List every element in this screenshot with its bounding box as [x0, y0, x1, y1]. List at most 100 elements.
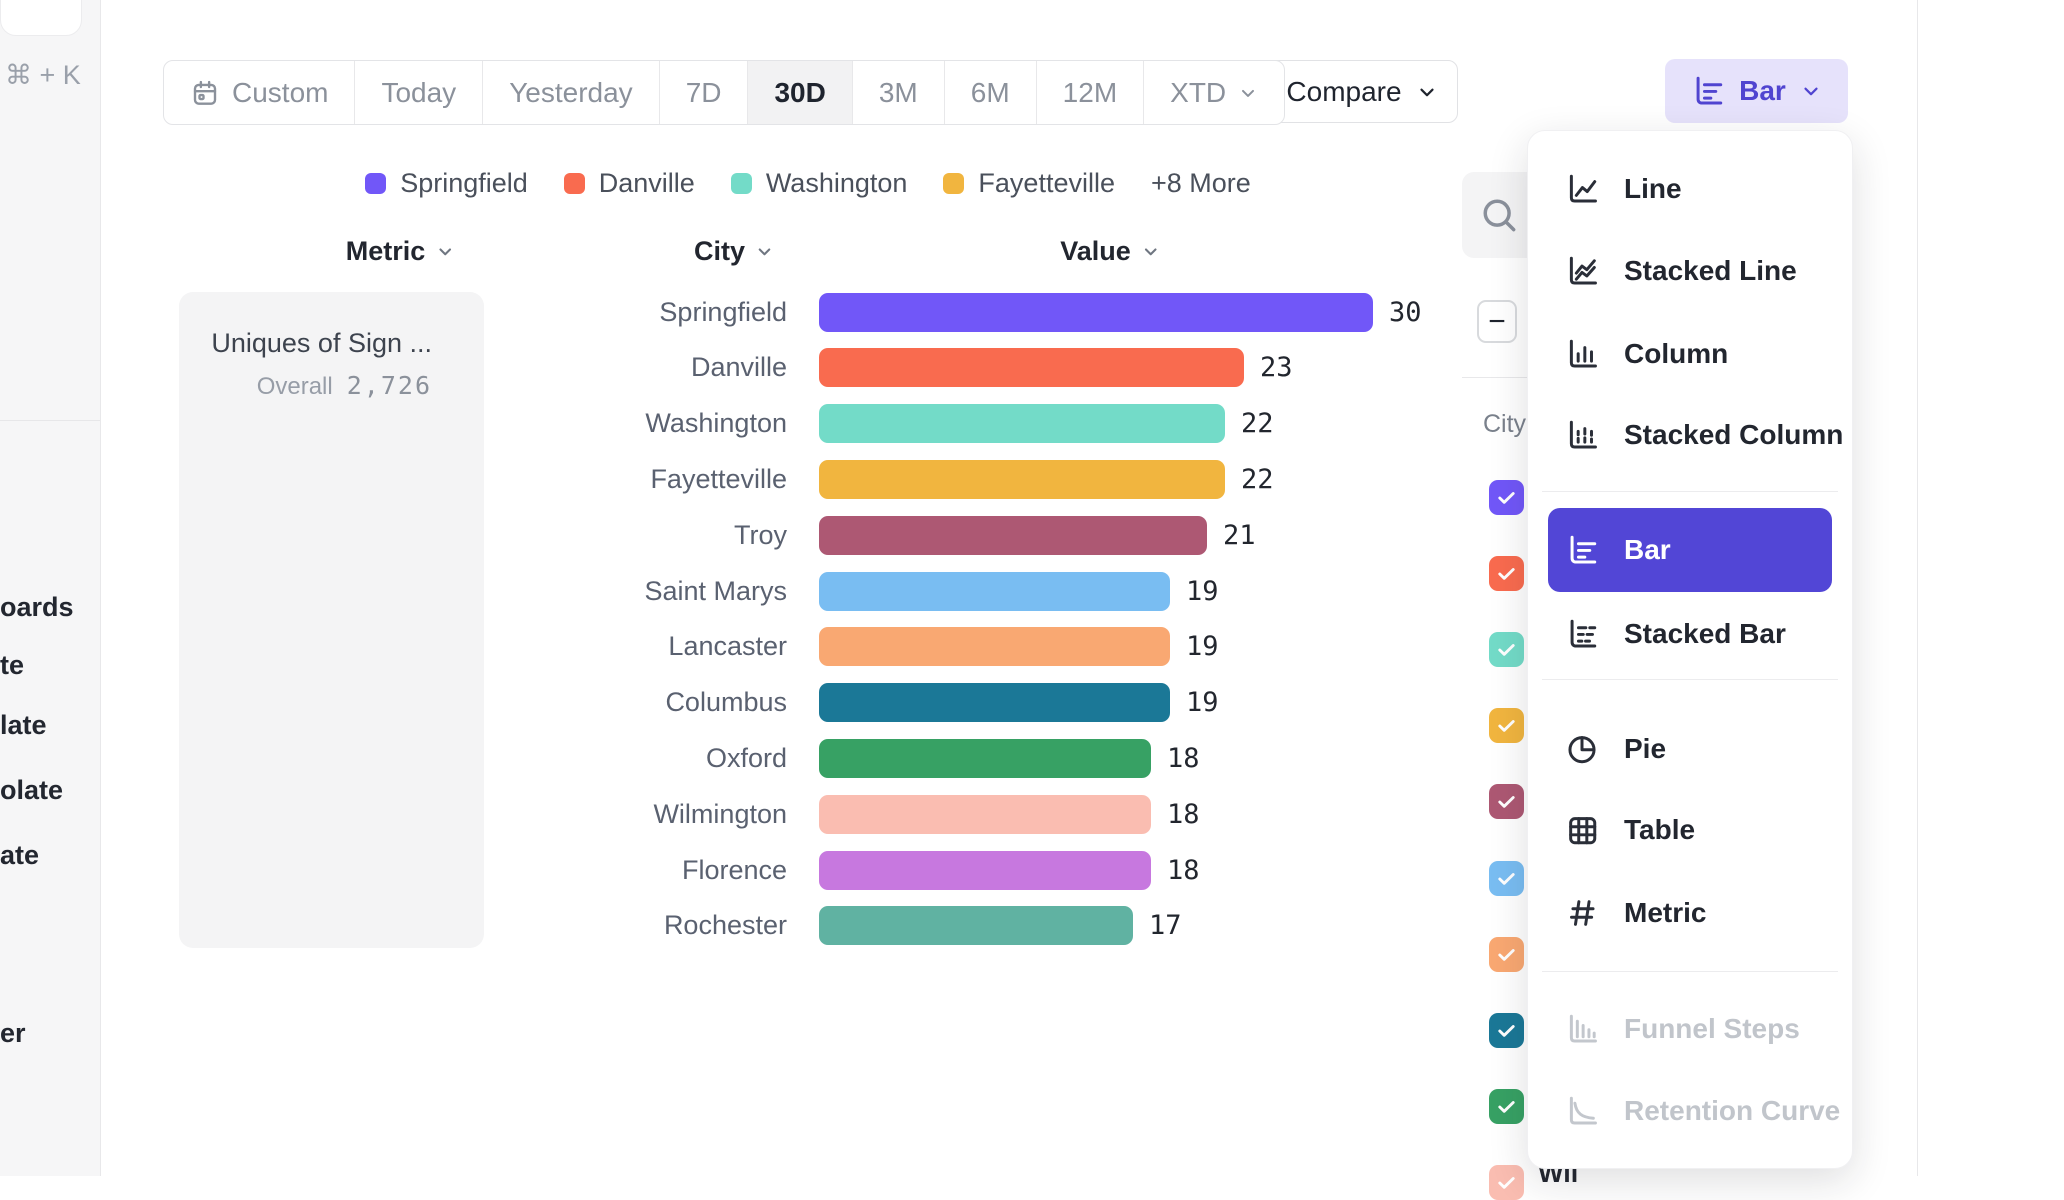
menu-item-stacked-column[interactable]: Stacked Column [1528, 403, 1852, 467]
legend-label: Springfield [400, 168, 528, 198]
date-range-yesterday[interactable]: Yesterday [482, 61, 659, 124]
sidebar-nav-item-fragment[interactable]: er [0, 1018, 26, 1048]
series-checkbox[interactable] [1489, 708, 1524, 744]
menu-item-label: Table [1624, 814, 1696, 845]
series-checkbox[interactable] [1489, 860, 1524, 896]
rail-divider [1462, 377, 1542, 378]
legend-more-button[interactable]: +8 More [1150, 168, 1251, 198]
check-icon [1495, 943, 1518, 966]
bar-segment[interactable] [819, 794, 1151, 834]
menu-item-pie[interactable]: Pie [1528, 717, 1852, 781]
bar-segment[interactable] [819, 459, 1225, 499]
category-label: Columbus [665, 687, 787, 718]
bar-segment[interactable] [819, 404, 1225, 444]
date-range-30d[interactable]: 30D [747, 61, 852, 124]
menu-item-metric[interactable]: Metric [1528, 881, 1852, 945]
check-icon [1495, 790, 1518, 813]
date-range-6m[interactable]: 6M [943, 61, 1036, 124]
sidebar-nav-item-fragment[interactable]: ate [0, 840, 40, 870]
bar-segment[interactable] [819, 738, 1151, 778]
chart-type-button[interactable]: Bar [1665, 59, 1848, 123]
legend-item[interactable]: Springfield [365, 168, 528, 199]
date-range-today[interactable]: Today [354, 61, 482, 124]
check-icon [1495, 1019, 1518, 1042]
date-range-7d[interactable]: 7D [658, 61, 748, 124]
date-range-custom[interactable]: Custom [164, 61, 354, 124]
category-label: Saint Marys [644, 575, 787, 606]
bar-segment[interactable] [819, 348, 1244, 388]
series-checkbox[interactable] [1489, 479, 1524, 515]
series-checkbox[interactable] [1489, 1165, 1524, 1200]
bar-segment[interactable] [819, 292, 1373, 332]
compare-button[interactable]: Compare [1266, 60, 1458, 123]
menu-item-column[interactable]: Column [1528, 322, 1852, 386]
menu-item-retention-curve: Retention Curve [1528, 1079, 1852, 1143]
menu-item-line[interactable]: Line [1528, 157, 1852, 221]
chevron-down-icon [755, 242, 774, 261]
menu-item-table[interactable]: Table [1528, 798, 1852, 862]
legend-item[interactable]: Fayetteville [943, 168, 1115, 199]
sidebar-nav-item-fragment[interactable]: late [0, 710, 47, 740]
category-label: Florence [681, 854, 787, 885]
series-checkbox[interactable] [1489, 1089, 1524, 1125]
sidebar-search-box[interactable] [0, 0, 82, 36]
series-checkbox[interactable] [1489, 631, 1524, 667]
date-range-xtd[interactable]: XTD [1143, 61, 1284, 124]
chart-row-fayetteville: Fayetteville 22 [560, 459, 1274, 499]
menu-item-stacked-line[interactable]: Stacked Line [1528, 239, 1852, 303]
value-label: 22 [1241, 463, 1274, 495]
metric-column-header[interactable]: Metric [346, 236, 455, 267]
left-sidebar: ⌘ + K oards te late olate ate er [0, 0, 101, 1176]
collapse-button[interactable]: − [1477, 300, 1517, 343]
check-icon [1495, 486, 1518, 509]
chevron-down-icon [1416, 81, 1438, 103]
value-header-label: Value [1060, 236, 1131, 266]
menu-item-label: Column [1624, 338, 1729, 369]
menu-item-bar[interactable]: Bar [1548, 508, 1832, 592]
value-column-header[interactable]: Value [1060, 236, 1160, 267]
legend-item[interactable]: Washington [730, 168, 907, 199]
bar-chart-icon [1691, 74, 1725, 108]
bar-segment[interactable] [819, 850, 1151, 890]
metric-card-title: Uniques of Sign ... [211, 328, 432, 358]
chevron-down-icon [435, 242, 454, 261]
value-label: 18 [1167, 742, 1200, 774]
sidebar-nav-item-fragment[interactable]: oards [0, 592, 74, 622]
category-label: Troy [734, 519, 787, 550]
bar-segment[interactable] [819, 571, 1170, 611]
series-checkbox[interactable] [1489, 936, 1524, 972]
chart-row-springfield: Springfield 30 [560, 292, 1422, 332]
category-label: Rochester [663, 910, 787, 941]
metric-card[interactable]: Uniques of Sign ... Overall 2,726 [179, 292, 484, 948]
bar-chart-icon [1564, 532, 1600, 568]
chart-row-wilmington: Wilmington 18 [560, 794, 1200, 834]
series-checkbox[interactable] [1489, 1012, 1524, 1048]
check-icon [1495, 562, 1518, 585]
pie-chart-icon [1564, 731, 1600, 767]
metric-header-label: Metric [345, 236, 426, 266]
bar-segment[interactable] [819, 627, 1170, 667]
overall-value: 2,726 [346, 371, 432, 400]
value-label: 19 [1186, 631, 1219, 663]
sidebar-nav-item-fragment[interactable]: te [0, 650, 25, 680]
legend-swatch [730, 173, 752, 194]
bar-segment[interactable] [819, 515, 1207, 555]
chart-type-menu: Line Stacked Line Column Stacked Column Bar S… [1527, 130, 1853, 1169]
value-label: 22 [1241, 408, 1274, 440]
menu-item-label: Stacked Line [1624, 255, 1797, 286]
menu-item-funnel-steps: Funnel Steps [1528, 997, 1852, 1061]
legend-item[interactable]: Danville [563, 168, 695, 199]
bar-segment[interactable] [819, 683, 1170, 723]
series-checkbox[interactable] [1489, 555, 1524, 591]
category-label: Springfield [659, 296, 787, 327]
sidebar-nav-item-fragment[interactable]: olate [0, 775, 64, 805]
menu-item-stacked-bar[interactable]: Stacked Bar [1528, 602, 1852, 666]
metric-icon [1564, 895, 1600, 931]
menu-item-label: Retention Curve [1624, 1095, 1841, 1126]
bar-segment[interactable] [819, 906, 1133, 946]
search-icon [1477, 193, 1521, 237]
date-range-12m[interactable]: 12M [1035, 61, 1143, 124]
date-range-3m[interactable]: 3M [851, 61, 944, 124]
city-column-header[interactable]: City [694, 236, 774, 267]
series-checkbox[interactable] [1489, 784, 1524, 820]
